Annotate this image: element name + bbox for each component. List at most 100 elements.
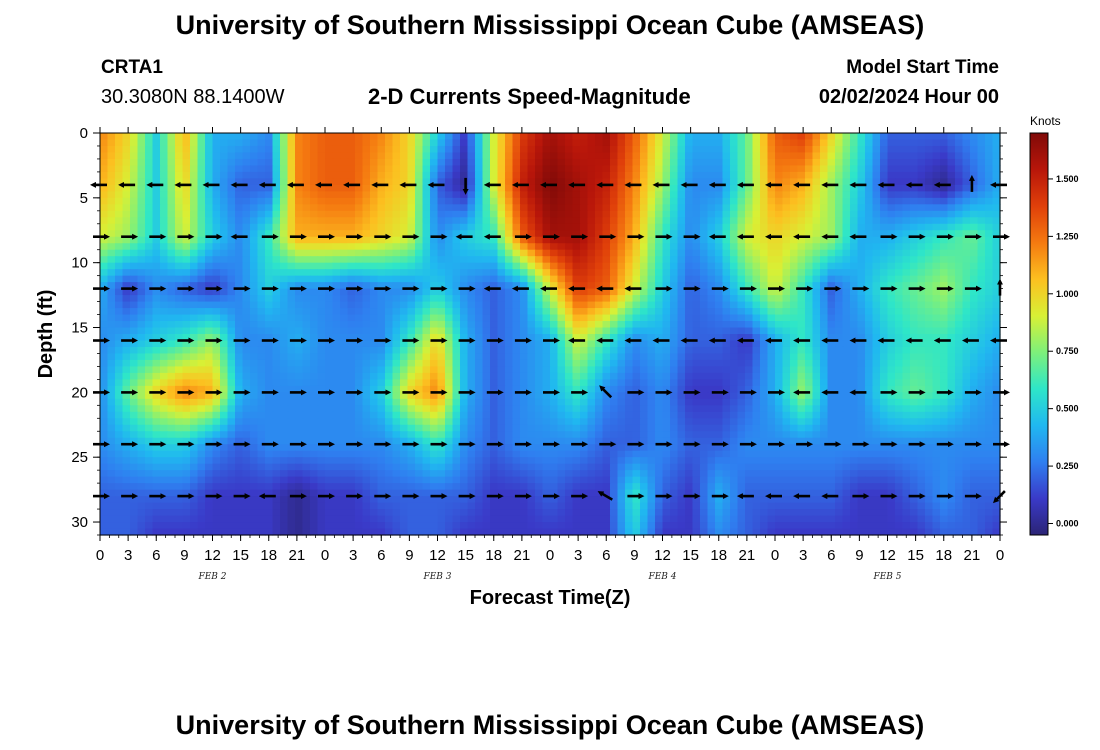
heatmap-cell: [685, 379, 694, 387]
heatmap-cell: [542, 158, 551, 167]
heatmap-cell: [445, 275, 454, 283]
heatmap-cell: [445, 236, 454, 244]
heatmap-cell: [970, 282, 979, 290]
heatmap-cell: [422, 288, 431, 296]
heatmap-cell: [955, 210, 964, 218]
heatmap-cell: [482, 191, 491, 199]
heatmap-cell: [400, 184, 409, 192]
heatmap-cell: [400, 282, 409, 290]
heatmap-cell: [422, 385, 431, 393]
heatmap-cell: [745, 392, 754, 400]
heatmap-cell: [242, 288, 251, 296]
heatmap-cell: [557, 184, 566, 192]
heatmap-cell: [497, 191, 506, 199]
heatmap-cell: [760, 152, 769, 160]
heatmap-cell: [512, 184, 521, 192]
heatmap-cell: [152, 327, 161, 335]
heatmap-cell: [902, 249, 911, 257]
heatmap-cell: [925, 191, 934, 199]
heatmap-cell: [505, 165, 514, 173]
heatmap-cell: [662, 256, 671, 264]
heatmap-cell: [100, 236, 109, 244]
heatmap-cell: [647, 275, 656, 283]
heatmap-cell: [527, 269, 536, 277]
heatmap-cell: [535, 230, 544, 238]
heatmap-cell: [790, 243, 799, 251]
heatmap-cell: [355, 158, 364, 167]
heatmap-cell: [265, 282, 274, 290]
heatmap-cell: [467, 372, 476, 380]
heatmap-cell: [100, 184, 109, 192]
heatmap-cell: [707, 262, 716, 270]
heatmap-cell: [190, 392, 199, 400]
heatmap-cell: [505, 288, 514, 296]
heatmap-cell: [887, 133, 896, 141]
heatmap-cell: [565, 223, 574, 231]
heatmap-cell: [670, 359, 679, 368]
heatmap-cell: [497, 340, 506, 348]
heatmap-cell: [685, 385, 694, 393]
heatmap-cell: [400, 133, 409, 141]
heatmap-cell: [227, 256, 236, 264]
heatmap-cell: [407, 165, 416, 173]
heatmap-cell: [347, 282, 356, 290]
heatmap-cell: [985, 152, 994, 160]
heatmap-cell: [520, 372, 529, 380]
heatmap-cell: [460, 133, 469, 141]
heatmap-cell: [655, 191, 664, 199]
heatmap-cell: [145, 152, 154, 160]
heatmap-cell: [175, 385, 184, 393]
heatmap-cell: [362, 334, 371, 342]
heatmap-cell: [977, 288, 986, 296]
heatmap-cell: [535, 165, 544, 173]
heatmap-cell: [715, 178, 724, 186]
heatmap-cell: [235, 223, 244, 231]
heatmap-cell: [625, 269, 634, 277]
heatmap-cell: [917, 191, 926, 199]
heatmap-cell: [535, 145, 544, 154]
heatmap-cell: [145, 295, 154, 303]
heatmap-cell: [392, 204, 401, 212]
heatmap-cell: [587, 334, 596, 342]
heatmap-cell: [662, 217, 671, 225]
heatmap-cell: [865, 204, 874, 212]
heatmap-cell: [542, 139, 551, 147]
heatmap-cell: [212, 392, 221, 400]
heatmap-cell: [160, 210, 169, 218]
heatmap-cell: [100, 178, 109, 186]
heatmap-cell: [422, 379, 431, 387]
heatmap-cell: [730, 152, 739, 160]
heatmap-cell: [317, 372, 326, 380]
heatmap-cell: [895, 184, 904, 192]
heatmap-cell: [535, 139, 544, 147]
heatmap-cell: [955, 353, 964, 361]
heatmap-cell: [715, 288, 724, 296]
heatmap-cell: [415, 152, 424, 160]
station-id: CRTA1: [101, 57, 163, 78]
heatmap-cell: [332, 262, 341, 270]
heatmap-cell: [700, 256, 709, 264]
heatmap-cell: [490, 379, 499, 387]
heatmap-cell: [587, 288, 596, 296]
heatmap-cell: [625, 184, 634, 192]
heatmap-cell: [287, 366, 296, 374]
heatmap-cell: [152, 308, 161, 316]
heatmap-cell: [572, 223, 581, 231]
heatmap-cell: [662, 334, 671, 342]
heatmap-cell: [122, 230, 131, 238]
heatmap-cell: [122, 184, 131, 192]
heatmap-cell: [167, 340, 176, 348]
heatmap-cell: [737, 288, 746, 296]
heatmap-cell: [865, 152, 874, 160]
heatmap-cell: [445, 191, 454, 199]
heatmap-cell: [400, 366, 409, 374]
heatmap-cell: [527, 392, 536, 400]
heatmap-cell: [317, 295, 326, 303]
heatmap-cell: [910, 217, 919, 225]
heatmap-cell: [310, 249, 319, 257]
heatmap-cell: [220, 295, 229, 303]
heatmap-cell: [152, 243, 161, 251]
heatmap-cell: [977, 197, 986, 205]
heatmap-cell: [295, 288, 304, 296]
heatmap-cell: [407, 301, 416, 309]
